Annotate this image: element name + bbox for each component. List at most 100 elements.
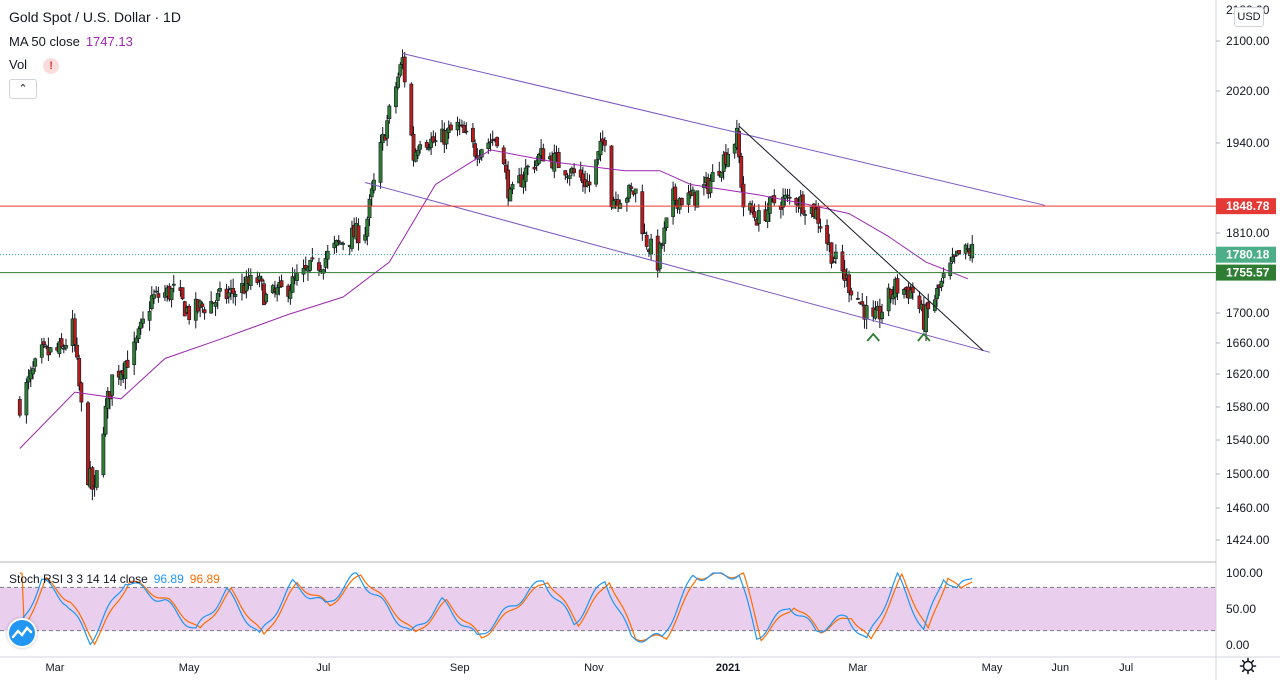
candle-body (86, 402, 90, 486)
candle-body (488, 141, 493, 144)
candle-body (567, 175, 572, 179)
candle-body (301, 267, 306, 275)
candle-body (288, 290, 293, 299)
candle-body (295, 273, 299, 281)
candle-body (504, 164, 508, 173)
candle-body (462, 124, 467, 134)
candle-body (910, 286, 915, 293)
candle-body (433, 140, 438, 142)
time-axis-label: Mar (848, 662, 867, 674)
double-bottom-marker (866, 332, 880, 342)
candle-body (924, 305, 928, 332)
candle-body (77, 357, 82, 387)
candle-body (387, 105, 392, 119)
candle-body (886, 287, 891, 312)
candle-body (57, 341, 62, 354)
candle-body (64, 345, 68, 349)
candle-body (726, 153, 730, 167)
symbol-title[interactable]: Gold Spot / U.S. Dollar · 1D (9, 9, 181, 25)
alert-icon[interactable]: ! (43, 57, 60, 74)
candle-body (231, 288, 236, 294)
candle-body (572, 168, 577, 173)
candle-body (424, 141, 429, 148)
channel-upper-line (402, 53, 1045, 206)
candle-body (411, 133, 416, 161)
candle-body (501, 147, 506, 165)
ma-legend[interactable]: MA 50 close 1747.13 (9, 34, 133, 49)
candle-body (765, 209, 770, 222)
price-tick-label: 1424.00 (1226, 533, 1270, 547)
candle-body (141, 318, 145, 324)
tradingview-logo-icon[interactable] (7, 618, 37, 648)
candle-body (508, 188, 513, 202)
vol-legend[interactable]: Vol! (9, 57, 60, 74)
candle-body (473, 143, 478, 157)
candle-body (629, 186, 634, 189)
stoch-tick-label: 100.00 (1226, 566, 1263, 580)
candle-body (521, 178, 526, 188)
time-axis-label: Mar (46, 662, 65, 674)
candle-body (59, 338, 64, 348)
candle-body (603, 140, 607, 146)
candle-body (259, 278, 264, 282)
price-tick-label: 1660.00 (1226, 336, 1270, 350)
candle-body (310, 257, 315, 260)
candle-body (737, 130, 741, 158)
stoch-k-value: 96.89 (153, 572, 184, 586)
candle-body (61, 347, 66, 350)
candle-body (642, 232, 647, 235)
candle-body (803, 214, 807, 216)
candle-body (350, 227, 354, 249)
candle-body (17, 399, 22, 416)
candle-body (449, 124, 453, 131)
candle-body (860, 301, 865, 305)
candle-body (471, 127, 475, 143)
stoch-rsi-legend[interactable]: Stoch RSI 3 3 14 14 close 96.89 96.89 (9, 572, 220, 586)
price-tick-label: 1810.00 (1226, 226, 1270, 240)
candle-body (486, 142, 491, 149)
candle-body (336, 240, 341, 243)
currency-button[interactable]: USD (1234, 7, 1264, 27)
candle-body (132, 341, 137, 365)
candle-body (125, 359, 130, 368)
candle-body (831, 261, 836, 263)
ma-label: MA 50 close (9, 34, 80, 49)
candle-body (640, 191, 645, 235)
collapse-legend-button[interactable]: ⌃ (9, 79, 37, 99)
candle-body (233, 293, 238, 297)
candle-body (864, 305, 869, 320)
candle-body (44, 345, 49, 348)
candle-body (772, 195, 777, 204)
candle-body (880, 311, 884, 319)
candle-body (926, 301, 931, 310)
price-tick-label: 1580.00 (1226, 400, 1270, 414)
candle-body (72, 318, 77, 345)
candle-body (752, 211, 757, 218)
candle-body (708, 180, 713, 194)
candle-body (662, 227, 667, 244)
stoch-k-line (19, 571, 973, 646)
candle-body (664, 217, 669, 228)
candle-body (402, 56, 407, 83)
candle-body (829, 242, 834, 264)
candle-body (941, 273, 946, 278)
settings-gear-icon[interactable] (1239, 657, 1257, 675)
candle-body (75, 344, 79, 358)
candle-body (200, 303, 205, 307)
candle-body (657, 242, 662, 270)
time-axis-label: Jul (1119, 662, 1133, 674)
candle-body (226, 292, 231, 298)
candle-body (598, 140, 603, 156)
candle-body (152, 294, 156, 299)
candle-body (783, 194, 788, 199)
candle-body (679, 198, 684, 206)
candle-body (627, 185, 631, 199)
price-tick-label: 1940.00 (1226, 136, 1270, 150)
price-tick-label: 1540.00 (1226, 433, 1270, 447)
ma50-line (19, 149, 968, 449)
candle-body (119, 372, 123, 380)
candle-body (855, 298, 860, 300)
candle-body (611, 200, 616, 209)
